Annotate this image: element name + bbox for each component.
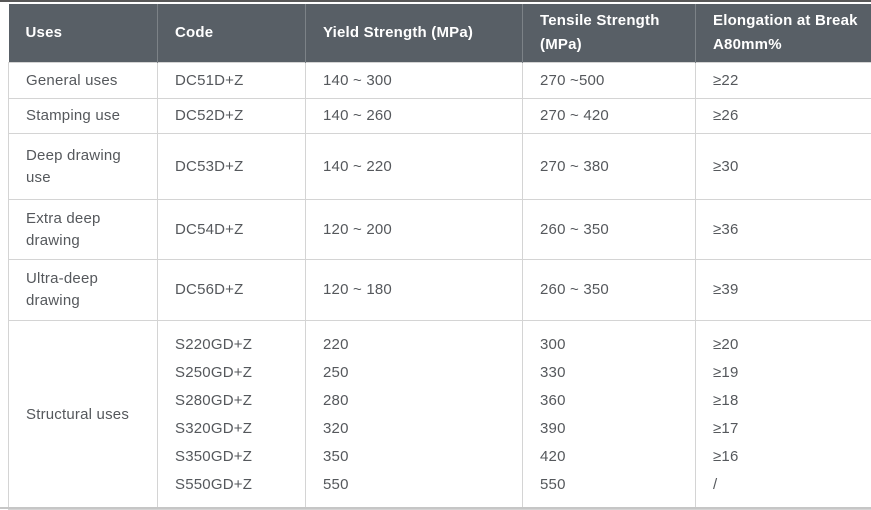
cell-code: DC56D+Z [158,260,306,321]
column-header-tensile-strength: Tensile Strength (MPa) [523,4,696,63]
cell-elongation: ≥36 [696,200,871,260]
cell-elongation-list: ≥20 ≥19 ≥18 ≥17 ≥16 / [696,321,871,510]
cell-code: DC53D+Z [158,134,306,200]
table-row-structural: Structural uses S220GD+Z S250GD+Z S280GD… [9,321,871,510]
cell-uses: General uses [9,63,158,99]
table-row: Stamping use DC52D+Z 140 ~ 260 270 ~ 420… [9,99,871,134]
cell-tensile-strength-list: 300 330 360 390 420 550 [523,321,696,510]
cell-elongation: ≥30 [696,134,871,200]
cell-uses: Stamping use [9,99,158,134]
table-row: Deep drawing use DC53D+Z 140 ~ 220 270 ~… [9,134,871,200]
cell-yield-strength: 140 ~ 220 [306,134,523,200]
cell-tensile-strength: 270 ~ 420 [523,99,696,134]
materials-spec-table: Uses Code Yield Strength (MPa) Tensile S… [8,4,871,510]
cell-tensile-strength: 270 ~500 [523,63,696,99]
table-header: Uses Code Yield Strength (MPa) Tensile S… [9,4,871,63]
cell-elongation: ≥22 [696,63,871,99]
cell-tensile-strength: 260 ~ 350 [523,200,696,260]
table-row: Ultra-deep drawing DC56D+Z 120 ~ 180 260… [9,260,871,321]
cell-code: DC54D+Z [158,200,306,260]
column-header-yield-strength: Yield Strength (MPa) [306,4,523,63]
top-edge-line [0,0,871,2]
cell-elongation: ≥39 [696,260,871,321]
header-row: Uses Code Yield Strength (MPa) Tensile S… [9,4,871,63]
cell-uses: Ultra-deep drawing [9,260,158,321]
cell-tensile-strength: 270 ~ 380 [523,134,696,200]
column-header-elongation: Elongation at Break A80mm% [696,4,871,63]
column-header-code: Code [158,4,306,63]
cell-yield-strength: 140 ~ 260 [306,99,523,134]
cell-uses: Extra deep drawing [9,200,158,260]
cell-yield-strength: 140 ~ 300 [306,63,523,99]
cell-elongation: ≥26 [696,99,871,134]
cell-yield-strength: 120 ~ 200 [306,200,523,260]
cell-yield-strength-list: 220 250 280 320 350 550 [306,321,523,510]
cell-code: DC51D+Z [158,63,306,99]
table-row: Extra deep drawing DC54D+Z 120 ~ 200 260… [9,200,871,260]
column-header-uses: Uses [9,4,158,63]
cell-uses: Structural uses [9,321,158,510]
cell-code-list: S220GD+Z S250GD+Z S280GD+Z S320GD+Z S350… [158,321,306,510]
cell-tensile-strength: 260 ~ 350 [523,260,696,321]
table-body: General uses DC51D+Z 140 ~ 300 270 ~500 … [9,63,871,510]
cell-uses: Deep drawing use [9,134,158,200]
table-row: General uses DC51D+Z 140 ~ 300 270 ~500 … [9,63,871,99]
cell-code: DC52D+Z [158,99,306,134]
cell-yield-strength: 120 ~ 180 [306,260,523,321]
